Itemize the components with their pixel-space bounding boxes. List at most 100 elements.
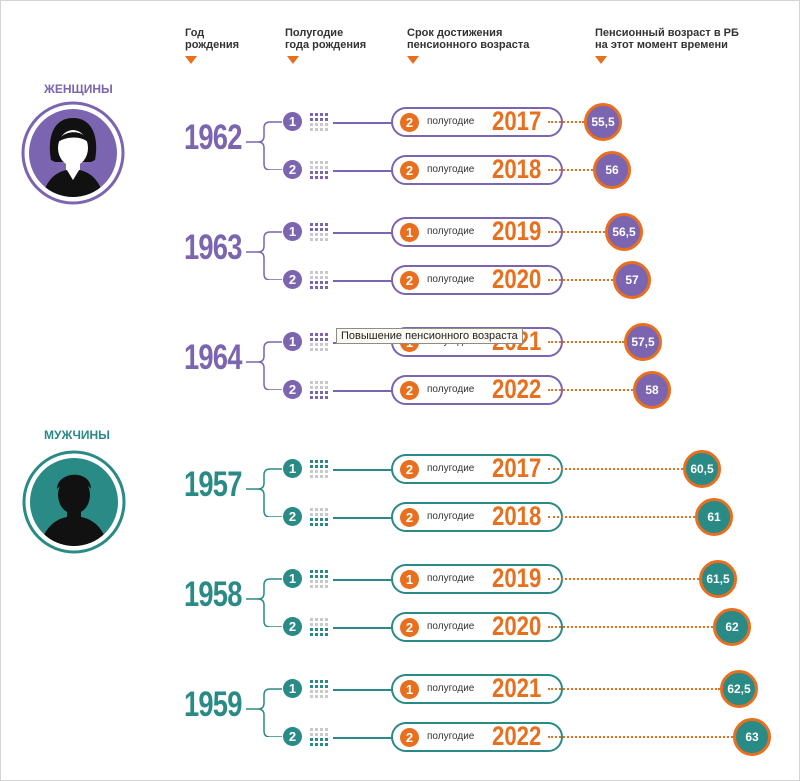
age-dotted-line bbox=[548, 341, 624, 343]
retirement-age-bubble: 57 bbox=[613, 261, 651, 299]
row-connector bbox=[333, 469, 393, 471]
half-year-grid-icon bbox=[310, 161, 328, 179]
woman-avatar-icon bbox=[21, 101, 125, 205]
age-dotted-line bbox=[548, 121, 584, 123]
deadline-pill: 2 полугодие 2020 bbox=[391, 264, 563, 295]
deadline-pill: 1 полугодие 2021 bbox=[391, 673, 563, 704]
birth-half-number: 1 bbox=[283, 222, 302, 241]
row-connector bbox=[333, 737, 393, 739]
age-dotted-line bbox=[548, 231, 605, 233]
age-dotted-line bbox=[548, 688, 720, 690]
half-word: полугодие bbox=[427, 463, 475, 474]
birth-half-number: 1 bbox=[283, 679, 302, 698]
retirement-age-bubble: 57,5 bbox=[624, 323, 662, 361]
row-connector bbox=[333, 390, 393, 392]
half-year-grid-icon bbox=[310, 570, 328, 588]
year-bracket bbox=[246, 341, 282, 390]
retirement-age-bubble: 62 bbox=[713, 608, 751, 646]
half-year-grid-icon bbox=[310, 618, 328, 636]
row-connector bbox=[333, 232, 393, 234]
age-dotted-line bbox=[548, 578, 699, 580]
deadline-year: 2022 bbox=[492, 721, 542, 751]
age-dotted-line bbox=[548, 626, 713, 628]
deadline-year: 2020 bbox=[492, 611, 542, 641]
deadline-year: 2021 bbox=[492, 673, 542, 703]
deadline-half-number: 2 bbox=[400, 113, 419, 132]
half-word: полугодие bbox=[427, 384, 475, 395]
deadline-half-number: 2 bbox=[400, 271, 419, 290]
row-connector bbox=[333, 689, 393, 691]
deadline-half-number: 2 bbox=[400, 728, 419, 747]
half-year-grid-icon bbox=[310, 333, 328, 351]
deadline-pill: 1 полугодие 2019 bbox=[391, 563, 563, 594]
half-word: полугодие bbox=[427, 573, 475, 584]
deadline-half-number: 2 bbox=[400, 161, 419, 180]
man-avatar-icon bbox=[22, 450, 126, 554]
age-dotted-line bbox=[548, 169, 593, 171]
deadline-pill: 2 полугодие 2022 bbox=[391, 721, 563, 752]
birth-half-number: 1 bbox=[283, 112, 302, 131]
row-connector bbox=[333, 122, 393, 124]
men-label: МУЖЧИНЫ bbox=[44, 428, 110, 442]
women-label: ЖЕНЩИНЫ bbox=[44, 82, 113, 96]
row-connector bbox=[333, 170, 393, 172]
deadline-year: 2019 bbox=[492, 563, 542, 593]
retirement-age-bubble: 60,5 bbox=[683, 450, 721, 488]
half-word: полугодие bbox=[427, 116, 475, 127]
birth-half-number: 2 bbox=[283, 380, 302, 399]
header-deadline-arrow-icon bbox=[407, 56, 419, 64]
header-birth-half: Полугодие года рождения bbox=[285, 27, 367, 51]
deadline-year: 2019 bbox=[492, 216, 542, 246]
deadline-year: 2018 bbox=[492, 501, 542, 531]
half-year-grid-icon bbox=[310, 728, 328, 746]
deadline-year: 2017 bbox=[492, 106, 542, 136]
deadline-year: 2018 bbox=[492, 154, 542, 184]
year-bracket bbox=[246, 231, 282, 280]
half-year-grid-icon bbox=[310, 113, 328, 131]
deadline-year: 2020 bbox=[492, 264, 542, 294]
deadline-pill: 1 полугодие 2019 bbox=[391, 216, 563, 247]
header-birth-half-arrow-icon bbox=[287, 56, 299, 64]
year-bracket bbox=[246, 688, 282, 737]
retirement-age-bubble: 61 bbox=[695, 498, 733, 536]
retirement-age-bubble: 58 bbox=[633, 371, 671, 409]
deadline-pill: 2 полугодие 2022 bbox=[391, 374, 563, 405]
deadline-half-number: 2 bbox=[400, 618, 419, 637]
deadline-pill: 2 полугодие 2018 bbox=[391, 501, 563, 532]
year-bracket bbox=[246, 578, 282, 627]
tooltip: Повышение пенсионного возраста bbox=[336, 328, 523, 344]
deadline-half-number: 1 bbox=[400, 680, 419, 699]
age-dotted-line bbox=[548, 468, 683, 470]
birth-year: 1959 bbox=[184, 685, 242, 724]
header-age: Пенсионный возраст в РБ на этот момент вр… bbox=[595, 27, 739, 51]
row-connector bbox=[333, 517, 393, 519]
header-birth-year-arrow-icon bbox=[185, 56, 197, 64]
retirement-age-bubble: 56,5 bbox=[605, 213, 643, 251]
half-year-grid-icon bbox=[310, 381, 328, 399]
birth-year: 1962 bbox=[184, 118, 242, 157]
row-connector bbox=[333, 579, 393, 581]
retirement-age-bubble: 63 bbox=[733, 718, 771, 756]
half-year-grid-icon bbox=[310, 508, 328, 526]
deadline-half-number: 1 bbox=[400, 570, 419, 589]
row-connector bbox=[333, 627, 393, 629]
half-word: полугодие bbox=[427, 683, 475, 694]
header-age-arrow-icon bbox=[595, 56, 607, 64]
half-word: полугодие bbox=[427, 164, 475, 175]
deadline-half-number: 2 bbox=[400, 381, 419, 400]
birth-half-number: 2 bbox=[283, 507, 302, 526]
deadline-half-number: 1 bbox=[400, 223, 419, 242]
deadline-pill: 2 полугодие 2020 bbox=[391, 611, 563, 642]
age-dotted-line bbox=[548, 389, 633, 391]
deadline-pill: 2 полугодие 2018 bbox=[391, 154, 563, 185]
birth-year: 1964 bbox=[184, 338, 242, 377]
half-word: полугодие bbox=[427, 226, 475, 237]
retirement-age-bubble: 55,5 bbox=[584, 103, 622, 141]
header-deadline: Срок достижения пенсионного возраста bbox=[407, 27, 530, 51]
birth-half-number: 2 bbox=[283, 617, 302, 636]
half-year-grid-icon bbox=[310, 271, 328, 289]
birth-half-number: 2 bbox=[283, 160, 302, 179]
deadline-half-number: 2 bbox=[400, 508, 419, 527]
deadline-year: 2017 bbox=[492, 453, 542, 483]
deadline-year: 2022 bbox=[492, 374, 542, 404]
